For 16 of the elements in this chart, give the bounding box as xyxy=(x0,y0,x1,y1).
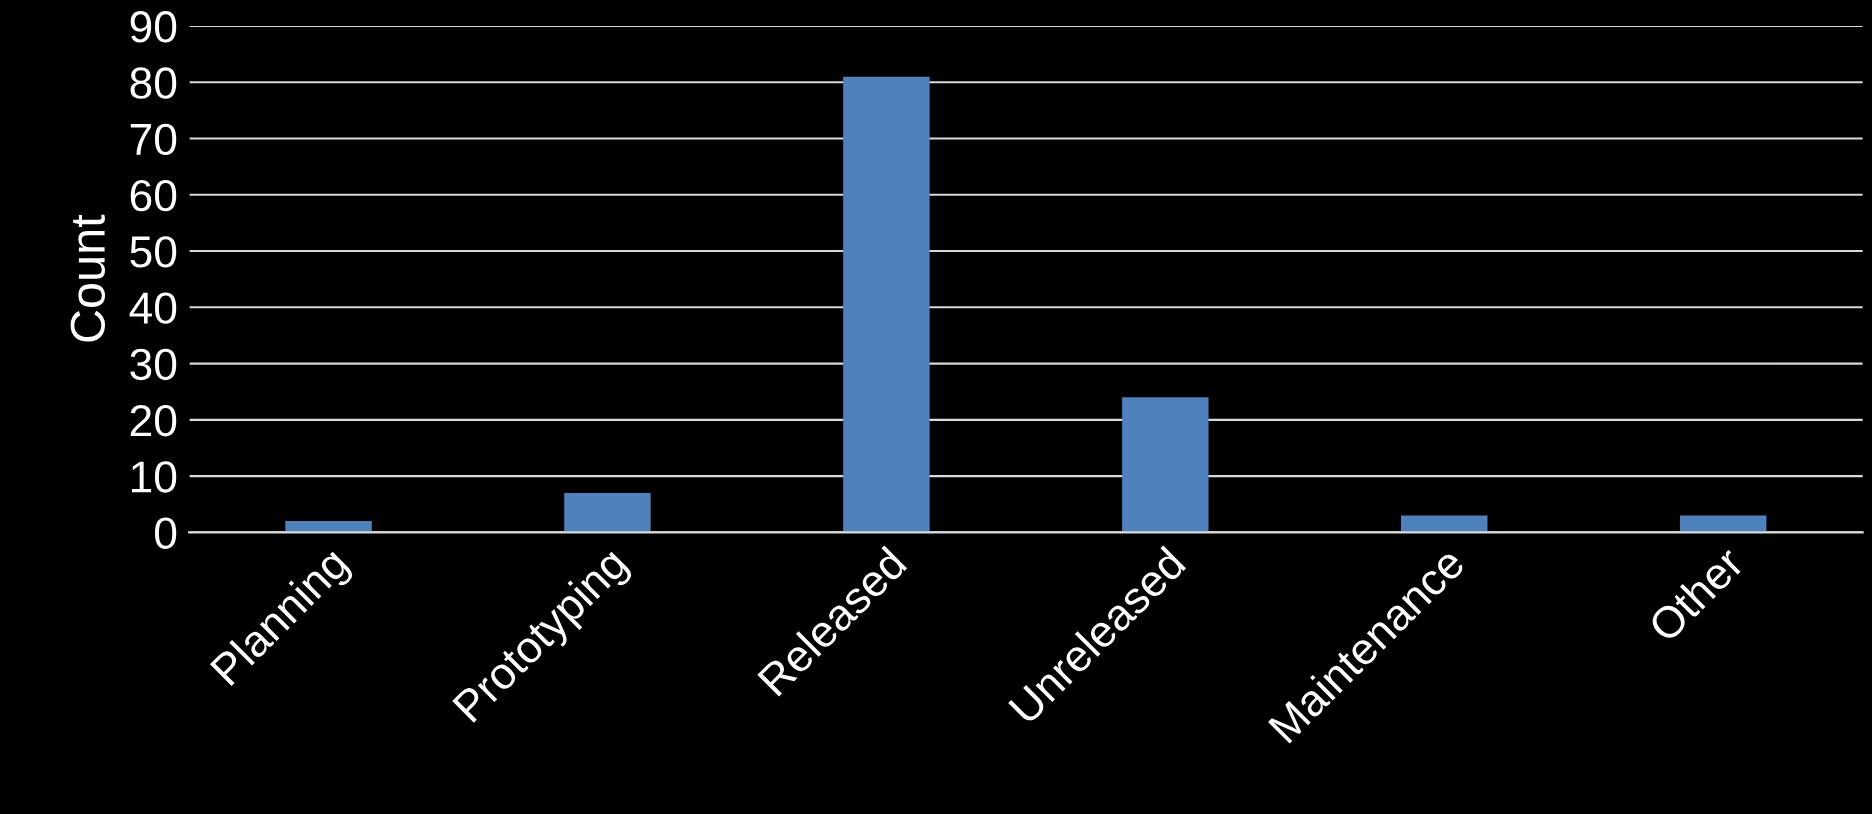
bar xyxy=(1401,515,1488,533)
y-tick-label: 80 xyxy=(130,67,177,99)
bar xyxy=(1122,397,1209,533)
y-tick-label: 30 xyxy=(130,348,177,381)
bar xyxy=(843,76,930,533)
y-tick-label: 50 xyxy=(130,236,177,268)
y-axis-title: Count xyxy=(70,214,106,342)
bar xyxy=(564,492,651,533)
y-tick-label: 60 xyxy=(130,179,177,212)
y-tick-label: 10 xyxy=(131,461,177,493)
bar xyxy=(1679,515,1767,533)
y-tick-label: 90 xyxy=(130,11,177,43)
y-tick-label: 70 xyxy=(130,123,177,156)
y-tick-label: 0 xyxy=(154,517,177,549)
y-tick-label: 40 xyxy=(129,292,177,324)
y-tick-label: 20 xyxy=(130,404,177,437)
